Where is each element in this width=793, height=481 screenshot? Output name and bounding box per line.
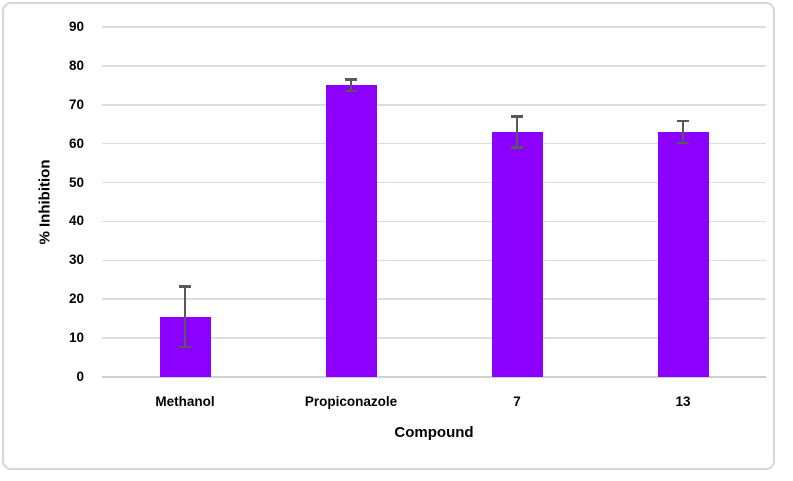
error-bar-cap-bottom bbox=[511, 146, 523, 149]
gridline bbox=[102, 65, 766, 67]
gridline bbox=[102, 104, 766, 106]
x-tick-label-13: 13 bbox=[675, 394, 691, 409]
gridline bbox=[102, 337, 766, 339]
error-bar-cap-bottom bbox=[677, 141, 689, 145]
error-bar-methanol bbox=[183, 286, 187, 348]
error-bar-propiconazole bbox=[349, 79, 353, 92]
error-bar-cap-top bbox=[179, 285, 191, 288]
y-tick-label: 90 bbox=[68, 19, 84, 34]
bar-7 bbox=[491, 132, 543, 377]
bar-13 bbox=[657, 132, 709, 377]
x-axis-title: Compound bbox=[394, 424, 474, 441]
gridline bbox=[102, 181, 766, 184]
y-tick-label: 80 bbox=[68, 57, 84, 73]
error-bar-cap-top bbox=[345, 78, 357, 81]
y-axis-title: % Inhibition bbox=[36, 159, 54, 245]
x-tick-label-methanol: Methanol bbox=[155, 394, 215, 409]
y-tick-label: 60 bbox=[68, 135, 84, 151]
gridline bbox=[102, 26, 766, 28]
y-tick-label: 10 bbox=[68, 330, 84, 346]
chart-panel-border bbox=[2, 2, 775, 470]
error-bar-cap-bottom bbox=[179, 345, 191, 349]
bar-propiconazole bbox=[325, 85, 377, 377]
x-tick-label-propiconazole: Propiconazole bbox=[304, 394, 398, 409]
x-tick-label-7: 7 bbox=[513, 394, 521, 409]
error-bar-cap-top bbox=[511, 115, 523, 118]
error-bar-7 bbox=[515, 116, 519, 148]
x-axis-line bbox=[102, 376, 766, 378]
y-tick-label: 70 bbox=[68, 96, 84, 112]
error-bar-cap-bottom bbox=[345, 89, 357, 93]
gridline bbox=[102, 298, 766, 300]
error-bar-13 bbox=[681, 121, 685, 143]
y-tick-label: 50 bbox=[68, 174, 84, 190]
gridline bbox=[102, 259, 766, 262]
gridline bbox=[102, 142, 766, 145]
y-tick-label: 30 bbox=[68, 252, 84, 268]
error-bar-cap-top bbox=[677, 119, 689, 123]
y-tick-label: 40 bbox=[68, 213, 84, 229]
y-tick-label: 0 bbox=[76, 369, 84, 384]
gridline bbox=[102, 220, 766, 223]
y-tick-label: 20 bbox=[68, 291, 84, 307]
